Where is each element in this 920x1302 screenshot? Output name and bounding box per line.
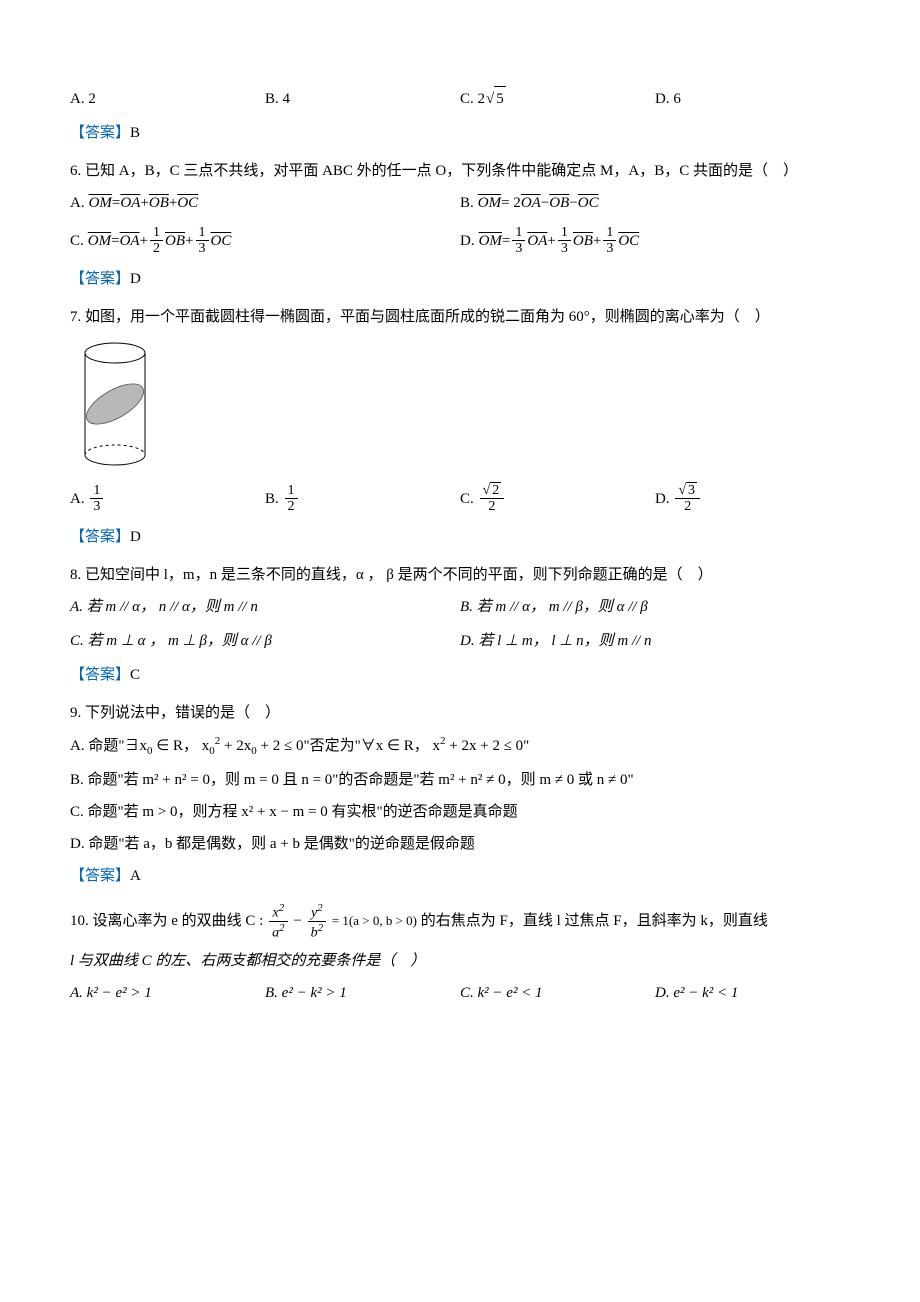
vec-oa: OA <box>120 229 140 253</box>
q9-opt-d: D. 命题"若 a，b 都是偶数，则 a + b 是偶数"的逆命题是假命题 <box>70 832 850 856</box>
q10-opt-a: A. k² − e² > 1 <box>70 981 265 1005</box>
vec-ob: OB <box>149 191 169 215</box>
q6-answer: 【答案】D <box>70 267 850 291</box>
vec-om: OM <box>88 229 111 253</box>
q8-opt-b: B. 若 m // α， m // β，则 α // β <box>460 595 850 619</box>
q9-text: 9. 下列说法中，错误的是（ ） <box>70 701 850 725</box>
answer-label: 【答案】 <box>70 667 130 683</box>
q7-answer: 【答案】D <box>70 525 850 549</box>
text: ∈ R， x <box>152 738 209 754</box>
vec-om: OM <box>478 191 501 215</box>
q5-options: A. 2 B. 4 C. 2√5 D. 6 <box>70 86 850 111</box>
opt-label: C. <box>460 487 474 511</box>
vec-ob: OB <box>549 191 569 215</box>
vec-oc: OC <box>177 191 198 215</box>
vec-om: OM <box>89 191 112 215</box>
opt-label: D. <box>655 487 670 511</box>
answer-label: 【答案】 <box>70 868 130 884</box>
answer-value: D <box>130 529 141 545</box>
vec-oc: OC <box>618 229 639 253</box>
answer-value: D <box>130 271 141 287</box>
frac-x2a2: x2a2 <box>269 902 288 941</box>
q5-opt-c: C. 2√5 <box>460 86 655 111</box>
q5-opt-c-root: 5 <box>494 86 506 111</box>
vec-oa: OA <box>521 191 541 215</box>
text: 的右焦点为 F，直线 l 过焦点 F，且斜率为 k，则直线 <box>421 913 768 929</box>
q7-options: A. 13 B. 12 C. √22 D. √32 <box>70 483 850 515</box>
q6-row1: A. OM = OA + OB + OC B. OM = 2OA − OB − … <box>70 191 850 215</box>
vec-oc: OC <box>578 191 599 215</box>
text: + 2x + 2 ≤ 0" <box>446 738 530 754</box>
q8-opt-d: D. 若 l ⊥ m， l ⊥ n，则 m // n <box>460 629 850 653</box>
frac: √22 <box>480 483 505 515</box>
frac-half: 12 <box>150 225 163 257</box>
q6-opt-d: D. OM = 13OA + 13OB + 13OC <box>460 225 850 257</box>
answer-value: C <box>130 667 140 683</box>
q10-text: 10. 设离心率为 e 的双曲线 C : x2a2 − y2b2 = 1(a >… <box>70 902 850 941</box>
vec-oa: OA <box>527 229 547 253</box>
vec-om: OM <box>479 229 502 253</box>
text: 10. 设离心率为 e 的双曲线 C : <box>70 913 267 929</box>
q5-opt-d: D. 6 <box>655 86 850 111</box>
q5-opt-a: A. 2 <box>70 86 265 111</box>
q7-opt-d: D. √32 <box>655 483 850 515</box>
vec-ob: OB <box>573 229 593 253</box>
frac: 13 <box>90 483 103 515</box>
q10-text-line2: l 与双曲线 C 的左、右两支都相交的充要条件是（ ） <box>70 949 850 973</box>
frac: 12 <box>285 483 298 515</box>
frac-y2b2: y2b2 <box>308 902 327 941</box>
vec-oc: OC <box>211 229 232 253</box>
opt-label: B. <box>460 191 474 215</box>
frac: √32 <box>675 483 700 515</box>
q8-row1: A. 若 m // α， n // α，则 m // n B. 若 m // α… <box>70 595 850 619</box>
q8-row2: C. 若 m ⊥ α ， m ⊥ β，则 α // β D. 若 l ⊥ m， … <box>70 629 850 653</box>
vec-ob: OB <box>165 229 185 253</box>
q6-opt-c: C. OM = OA + 12OB + 13OC <box>70 225 460 257</box>
frac-third: 13 <box>512 225 525 257</box>
q8-opt-c: C. 若 m ⊥ α ， m ⊥ β，则 α // β <box>70 629 460 653</box>
answer-value: B <box>130 125 140 141</box>
opt-label: C. <box>70 229 84 253</box>
q7-opt-b: B. 12 <box>265 483 460 515</box>
answer-value: A <box>130 868 141 884</box>
cylinder-figure <box>70 339 160 469</box>
q8-answer: 【答案】C <box>70 663 850 687</box>
q5-opt-b: B. 4 <box>265 86 460 111</box>
answer-label: 【答案】 <box>70 271 130 287</box>
q10-opt-c: C. k² − e² < 1 <box>460 981 655 1005</box>
frac-third: 13 <box>196 225 209 257</box>
q6-text: 6. 已知 A，B，C 三点不共线，对平面 ABC 外的任一点 O，下列条件中能… <box>70 159 850 183</box>
opt-label: A. <box>70 191 85 215</box>
q10-opt-d: D. e² − k² < 1 <box>655 981 850 1005</box>
q8-text: 8. 已知空间中 l，m，n 是三条不同的直线，α ， β 是两个不同的平面，则… <box>70 563 850 587</box>
vec-oa: OA <box>120 191 140 215</box>
q9-opt-b: B. 命题"若 m² + n² = 0，则 m = 0 且 n = 0"的否命题… <box>70 768 850 792</box>
q10-opt-b: B. e² − k² > 1 <box>265 981 460 1005</box>
text: + 2x <box>220 738 251 754</box>
q7-text: 7. 如图，用一个平面截圆柱得一椭圆面，平面与圆柱底面所成的锐二面角为 60°，… <box>70 305 850 329</box>
frac-third: 13 <box>603 225 616 257</box>
answer-label: 【答案】 <box>70 529 130 545</box>
q7-opt-c: C. √22 <box>460 483 655 515</box>
q7-opt-a: A. 13 <box>70 483 265 515</box>
q5-answer: 【答案】B <box>70 121 850 145</box>
q10-options: A. k² − e² > 1 B. e² − k² > 1 C. k² − e²… <box>70 981 850 1005</box>
q9-opt-c: C. 命题"若 m > 0，则方程 x² + x − m = 0 有实根"的逆否… <box>70 800 850 824</box>
q5-opt-c-prefix: C. 2 <box>460 87 485 111</box>
q6-opt-b: B. OM = 2OA − OB − OC <box>460 191 850 215</box>
opt-label: D. <box>460 229 475 253</box>
q9-opt-a: A. 命题"∃x0 ∈ R， x02 + 2x0 + 2 ≤ 0"否定为"∀x … <box>70 733 850 761</box>
q9-answer: 【答案】A <box>70 864 850 888</box>
frac-third: 13 <box>558 225 571 257</box>
q8-opt-a: A. 若 m // α， n // α，则 m // n <box>70 595 460 619</box>
text: A. 命题"∃x <box>70 738 147 754</box>
answer-label: 【答案】 <box>70 125 130 141</box>
opt-label: A. <box>70 487 85 511</box>
text: + 2 ≤ 0"否定为"∀x ∈ R， x <box>257 738 440 754</box>
q6-opt-a: A. OM = OA + OB + OC <box>70 191 460 215</box>
opt-label: B. <box>265 487 279 511</box>
q6-row2: C. OM = OA + 12OB + 13OC D. OM = 13OA + … <box>70 225 850 257</box>
